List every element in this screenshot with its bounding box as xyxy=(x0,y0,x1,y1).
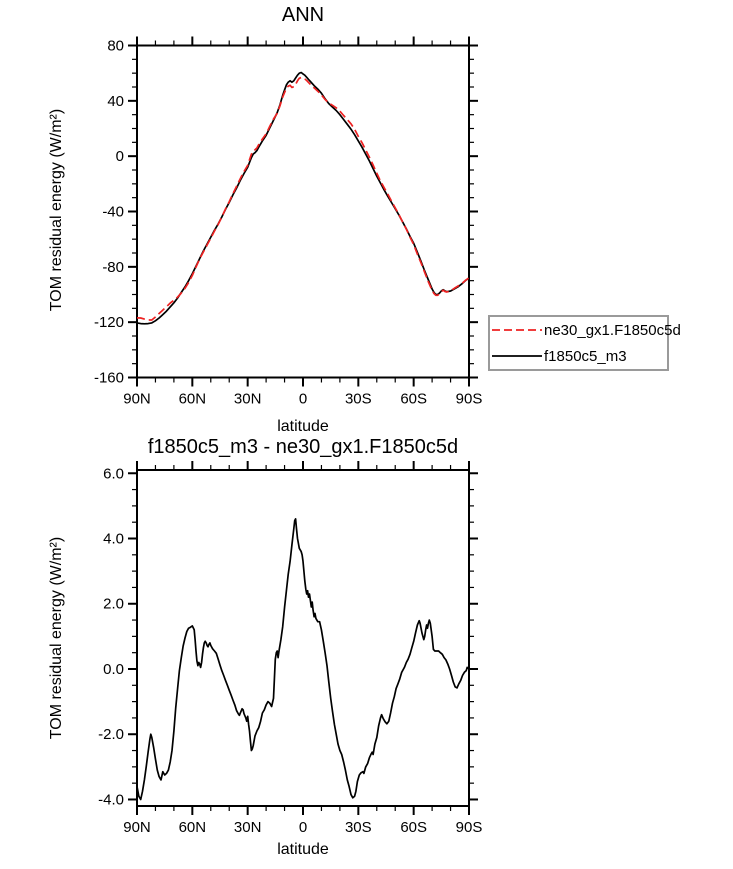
x-tick-label: 60S xyxy=(400,819,427,836)
y-tick-label: 80 xyxy=(107,38,124,55)
x-tick-label: 0 xyxy=(299,391,307,408)
red-dashed-line-sample xyxy=(492,329,542,331)
top-x-axis-label: latitude xyxy=(277,418,329,435)
y-tick-label: 6.0 xyxy=(103,465,124,482)
plot-box xyxy=(136,469,470,807)
x-tick-label: 30N xyxy=(234,391,262,408)
y-tick-label: -40 xyxy=(102,204,124,221)
y-tick-label: 0.0 xyxy=(103,661,124,678)
legend-box: ne30_gx1.F1850c5d f1850c5_m3 xyxy=(488,315,681,371)
x-tick-label: 30S xyxy=(345,391,372,408)
y-tick-label: 2.0 xyxy=(103,596,124,613)
x-tick-label: 60N xyxy=(179,819,207,836)
bottom-chart-title: f1850c5_m3 - ne30_gx1.F1850c5d xyxy=(147,436,459,458)
x-tick-label: 60S xyxy=(400,391,427,408)
plot-box xyxy=(136,44,470,379)
legend-label-f1850: f1850c5_m3 xyxy=(544,347,627,365)
x-tick-label: 90S xyxy=(456,391,483,408)
x-tick-label: 90N xyxy=(123,391,151,408)
top-chart-title: ANN xyxy=(281,4,325,26)
legend-item-f1850: f1850c5_m3 xyxy=(490,343,667,369)
series-line-f1850c5-m3-minus-ne30-gx1-f1850c5d xyxy=(136,518,470,801)
y-tick-label: 40 xyxy=(107,93,124,110)
y-tick-label: 4.0 xyxy=(103,531,124,548)
series-line-ne30-gx1-f1850c5d xyxy=(136,76,470,321)
bottom-y-axis-label: TOM residual energy (W/m²) xyxy=(48,536,65,740)
x-tick-label: 90N xyxy=(123,819,151,836)
black-solid-line-sample xyxy=(492,355,542,357)
y-tick-label: 0 xyxy=(116,148,124,165)
bottom-x-axis-label: latitude xyxy=(277,841,329,858)
y-tick-label: -80 xyxy=(102,259,124,276)
x-tick-label: 60N xyxy=(179,391,207,408)
x-tick-label: 90S xyxy=(456,819,483,836)
legend-item-ne30: ne30_gx1.F1850c5d xyxy=(490,317,681,343)
y-tick-label: -160 xyxy=(94,370,124,387)
y-tick-label: -120 xyxy=(94,314,124,331)
x-tick-label: 30N xyxy=(234,819,262,836)
y-tick-label: -2.0 xyxy=(98,726,124,743)
top-y-axis-label: TOM residual energy (W/m²) xyxy=(48,108,65,312)
legend-label-ne30: ne30_gx1.F1850c5d xyxy=(544,321,681,339)
x-tick-label: 0 xyxy=(299,819,307,836)
x-tick-label: 30S xyxy=(345,819,372,836)
y-tick-label: -4.0 xyxy=(98,791,124,808)
